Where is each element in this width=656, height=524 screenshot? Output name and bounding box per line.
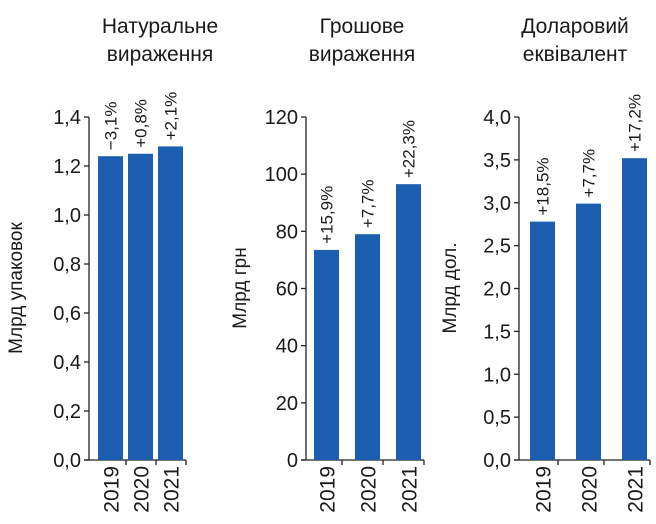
chart3-bar-2019 bbox=[530, 221, 555, 460]
chart3-data-label-2019: +18,5% bbox=[534, 157, 553, 215]
chart3-y-axis-label: Млрд дол. bbox=[440, 242, 461, 333]
chart1-y-tick-label: 1,4 bbox=[53, 107, 81, 129]
chart1-y-tick-label: 0,4 bbox=[53, 352, 81, 374]
chart2-y-tick-label: 0 bbox=[287, 450, 298, 472]
chart2-data-label-2020: +7,7% bbox=[359, 180, 378, 229]
chart2-y-tick-label: 100 bbox=[265, 164, 298, 186]
chart3-y-tick-label: 2,5 bbox=[483, 236, 511, 258]
chart1-y-tick-label: 1,0 bbox=[53, 205, 81, 227]
chart3-y-tick-label: 0,5 bbox=[483, 407, 511, 429]
chart3-title-line-2: еквівалент bbox=[523, 43, 628, 66]
chart2-x-tick-label-2020: 2020 bbox=[358, 466, 381, 513]
chart2-data-label-2021: +22,3% bbox=[400, 120, 419, 178]
chart1-title-line-2: вираження bbox=[107, 43, 214, 66]
chart1-y-tick-label: 0,8 bbox=[53, 254, 81, 276]
chart2-y-tick-label: 20 bbox=[276, 393, 298, 415]
chart3-y-tick-label: 3,5 bbox=[483, 150, 511, 172]
chart2-title-line-1: Грошове bbox=[320, 15, 405, 38]
chart1-y-axis-label: Млрд упаковок bbox=[6, 222, 27, 354]
chart2-title-line-2: вираження bbox=[309, 43, 416, 66]
chart3-y-tick-label: 0,0 bbox=[483, 450, 511, 472]
chart1-bar-2019 bbox=[98, 156, 123, 460]
chart1-x-tick-label-2019: 2019 bbox=[101, 466, 124, 513]
chart3-y-tick-label: 2,0 bbox=[483, 279, 511, 301]
chart3-bar-2021 bbox=[622, 158, 647, 460]
chart2-bar-2019 bbox=[314, 249, 339, 460]
chart3-x-tick-label-2020: 2020 bbox=[579, 466, 602, 513]
chart1-bar-2021 bbox=[158, 146, 183, 460]
chart1-x-tick-label-2020: 2020 bbox=[131, 466, 154, 513]
chart3-title-line-1: Доларовий bbox=[521, 15, 629, 38]
chart2-y-tick-label: 40 bbox=[276, 336, 298, 358]
chart1-data-label-2021: +2,1% bbox=[162, 92, 181, 141]
chart1-y-tick-label: 1,2 bbox=[53, 156, 81, 178]
chart3-data-label-2020: +7,7% bbox=[580, 149, 599, 198]
chart2-y-tick-label: 120 bbox=[265, 107, 298, 129]
chart2-y-tick-label: 60 bbox=[276, 279, 298, 301]
chart3-y-tick-label: 3,0 bbox=[483, 193, 511, 215]
chart1-title-line-1: Натуральне bbox=[102, 15, 218, 38]
chart2-y-axis-label: Млрд грн bbox=[230, 247, 251, 328]
chart3-bar-2020 bbox=[576, 203, 601, 461]
chart2-bar-2021 bbox=[396, 184, 421, 460]
chart2-data-label-2019: +15,9% bbox=[318, 186, 337, 244]
chart1-data-label-2020: +0,8% bbox=[132, 99, 151, 148]
chart3-x-tick-label-2021: 2021 bbox=[625, 466, 648, 513]
chart1-y-tick-label: 0,6 bbox=[53, 303, 81, 325]
chart2-x-tick-label-2021: 2021 bbox=[399, 466, 422, 513]
chart2-y-tick-label: 80 bbox=[276, 221, 298, 243]
chart1-bar-2020 bbox=[128, 153, 153, 460]
chart1-y-tick-label: 0,0 bbox=[53, 450, 81, 472]
chart1-data-label-2019: −3,1% bbox=[102, 102, 121, 151]
chart3-y-tick-label: 4,0 bbox=[483, 107, 511, 129]
chart1-x-tick-label-2021: 2021 bbox=[161, 466, 184, 513]
chart2-bar-2020 bbox=[355, 234, 380, 460]
chart1-y-tick-label: 0,2 bbox=[53, 401, 81, 423]
chart3-data-label-2021: +17,2% bbox=[626, 94, 645, 152]
chart2-x-tick-label-2019: 2019 bbox=[317, 466, 340, 513]
chart3-y-tick-label: 1,5 bbox=[483, 321, 511, 343]
chart3-x-tick-label-2019: 2019 bbox=[533, 466, 556, 513]
chart3-y-tick-label: 1,0 bbox=[483, 364, 511, 386]
